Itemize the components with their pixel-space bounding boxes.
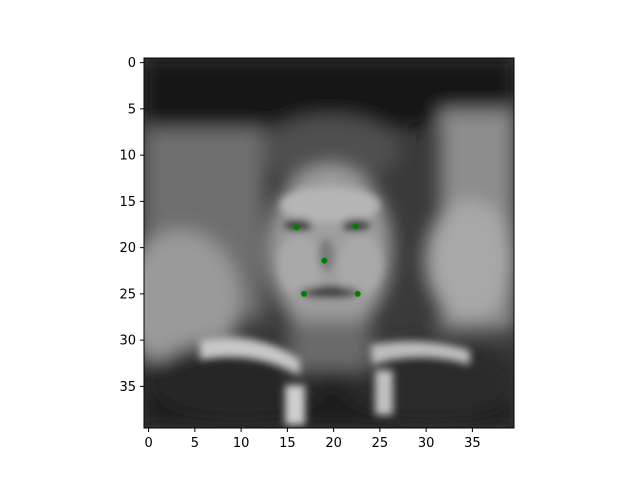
- x-tick-label: 30: [418, 436, 435, 451]
- axes-frame: [143, 57, 515, 429]
- keypoint-mouth-left: [301, 290, 308, 297]
- x-tick-label: 0: [144, 436, 152, 451]
- y-tick-label: 0: [128, 56, 136, 71]
- y-tick-label: 10: [119, 149, 136, 164]
- y-axis: 0 5 10 15 20 25 30 35: [119, 56, 144, 395]
- x-tick-label: 35: [464, 436, 481, 451]
- keypoint-nose-tip: [321, 257, 328, 264]
- x-tick-label: 15: [279, 436, 296, 451]
- y-tick-label: 25: [119, 287, 136, 302]
- y-tick-label: 20: [119, 241, 136, 256]
- keypoint-left-eye: [293, 224, 300, 231]
- keypoint-right-eye: [352, 223, 359, 230]
- y-tick-label: 30: [119, 334, 136, 349]
- x-tick-label: 5: [191, 436, 199, 451]
- y-tick-label: 5: [128, 102, 136, 117]
- x-tick-label: 25: [372, 436, 389, 451]
- x-axis: 0 5 10 15 20 25 30 35: [144, 428, 481, 451]
- x-tick-label: 10: [233, 436, 250, 451]
- keypoints-layer: [293, 223, 361, 297]
- keypoint-mouth-right: [354, 290, 361, 297]
- face-image: [144, 58, 514, 428]
- x-tick-label: 20: [325, 436, 342, 451]
- y-tick-label: 35: [119, 380, 136, 395]
- y-tick-label: 15: [119, 195, 136, 210]
